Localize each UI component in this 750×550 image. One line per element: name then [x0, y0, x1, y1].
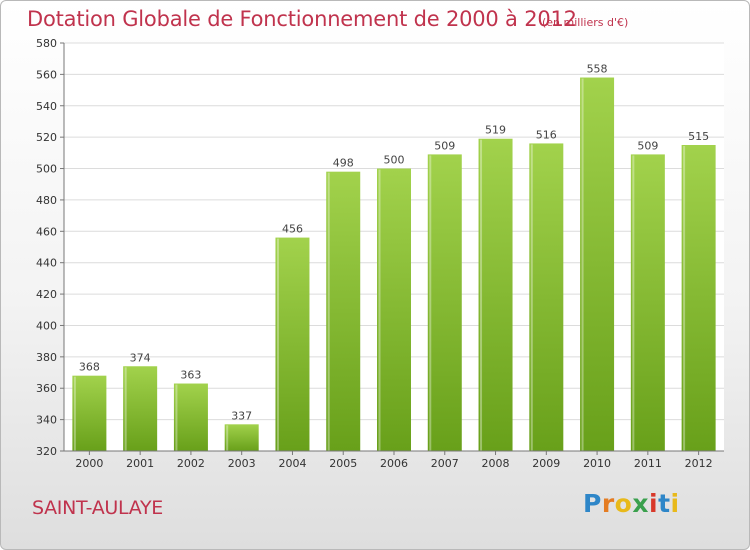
bar-highlight [632, 155, 635, 451]
data-label-2005: 498 [333, 157, 354, 170]
y-tick-label: 480 [36, 194, 57, 207]
bar-highlight [480, 139, 483, 451]
bar-2009 [529, 143, 564, 451]
bar-highlight [276, 238, 279, 451]
logo-letter: x [632, 489, 649, 518]
bar-2008 [478, 138, 513, 451]
chart-title: Dotation Globale de Fonctionnement de 20… [27, 7, 577, 31]
x-tick-label: 2012 [685, 457, 713, 470]
data-label-2010: 558 [587, 63, 608, 76]
y-tick-label: 500 [36, 163, 57, 176]
bar-2005 [326, 171, 361, 451]
proxiti-logo[interactable]: Proxiti [583, 489, 680, 518]
logo-letter: o [614, 489, 633, 518]
place-name: SAINT-AULAYE [32, 497, 163, 519]
bar-highlight [124, 367, 127, 451]
bar-2000 [72, 375, 107, 451]
data-label-2000: 368 [79, 361, 100, 374]
y-tick-label: 580 [36, 37, 57, 50]
data-label-2004: 456 [282, 223, 303, 236]
x-tick-label: 2006 [380, 457, 408, 470]
logo-letter: i [649, 489, 659, 518]
bar-highlight [226, 425, 229, 451]
logo-letter: t [658, 489, 671, 518]
bar-2007 [427, 154, 462, 451]
x-tick-label: 2002 [177, 457, 205, 470]
data-label-2002: 363 [180, 369, 201, 382]
bar-highlight [429, 155, 432, 451]
y-tick-label: 440 [36, 257, 57, 270]
data-label-2011: 509 [637, 139, 658, 152]
bar-2003 [224, 424, 259, 451]
y-tick-label: 320 [36, 445, 57, 458]
y-tick-label: 460 [36, 225, 57, 238]
y-tick-label: 520 [36, 131, 57, 144]
y-tick-label: 540 [36, 100, 57, 113]
logo-letter: P [583, 489, 602, 518]
logo-letter: i [670, 489, 680, 518]
data-label-2001: 374 [130, 351, 151, 364]
bar-2006 [377, 168, 411, 452]
x-tick-label: 2003 [228, 457, 256, 470]
x-tick-label: 2008 [482, 457, 510, 470]
bar-2001 [123, 366, 158, 451]
bar-2002 [173, 383, 208, 451]
y-tick-label: 560 [36, 68, 57, 81]
bar-highlight [175, 384, 178, 451]
y-tick-label: 360 [36, 382, 57, 395]
y-tick-label: 340 [36, 414, 57, 427]
y-tick-label: 400 [36, 319, 57, 332]
x-tick-label: 2001 [126, 457, 154, 470]
y-tick-label: 380 [36, 351, 57, 364]
x-tick-label: 2007 [431, 457, 459, 470]
bar-2004 [275, 237, 310, 451]
x-tick-label: 2000 [75, 457, 103, 470]
bar-highlight [530, 144, 533, 451]
bar-highlight [378, 169, 381, 452]
logo-letter: r [601, 489, 615, 518]
x-tick-label: 2009 [532, 457, 560, 470]
bar-2010 [580, 77, 615, 452]
bar-highlight [327, 172, 330, 451]
data-label-2006: 500 [384, 154, 405, 167]
y-tick-label: 420 [36, 288, 57, 301]
data-label-2007: 509 [434, 139, 455, 152]
x-tick-label: 2004 [278, 457, 306, 470]
bar-2011 [630, 154, 665, 451]
x-tick-label: 2010 [583, 457, 611, 470]
bar-highlight [581, 78, 584, 452]
chart-subtitle: (en milliers d'€) [542, 16, 629, 29]
bar-highlight [73, 376, 76, 451]
bar-highlight [683, 146, 686, 451]
x-tick-label: 2011 [634, 457, 662, 470]
data-label-2003: 337 [231, 409, 252, 422]
x-tick-label: 2005 [329, 457, 357, 470]
data-label-2009: 516 [536, 128, 557, 141]
data-label-2008: 519 [485, 124, 506, 137]
bar-2012 [681, 145, 716, 451]
data-label-2012: 515 [688, 130, 709, 143]
